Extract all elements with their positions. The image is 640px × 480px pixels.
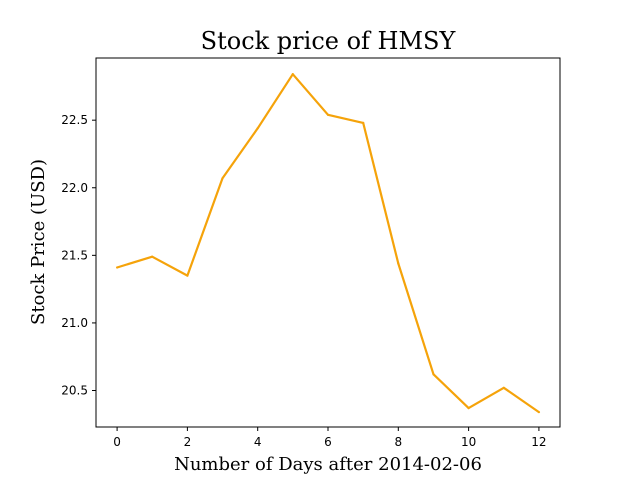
y-tick-label: 21.0 (61, 316, 88, 330)
series-line (116, 73, 540, 414)
data-point (502, 386, 505, 389)
x-tick-label: 8 (394, 435, 402, 449)
x-tick-label: 12 (531, 435, 546, 449)
y-axis-label: Stock Price (USD) (28, 159, 49, 325)
y-tick-label: 22.0 (61, 181, 88, 195)
x-tick-label: 0 (113, 435, 121, 449)
x-axis-label: Number of Days after 2014-02-06 (174, 454, 482, 475)
data-point (537, 411, 541, 414)
y-tick-label: 21.5 (61, 248, 88, 262)
x-tick-label: 4 (254, 435, 262, 449)
data-point (116, 266, 119, 269)
data-point (397, 262, 400, 265)
data-point (432, 373, 435, 376)
data-point (221, 177, 224, 180)
series-layer (116, 73, 541, 414)
x-axis: 0 2 4 6 8 10 12 (113, 427, 547, 449)
y-tick-label: 20.5 (61, 384, 88, 398)
x-tick-label: 6 (324, 435, 332, 449)
data-point (151, 255, 154, 258)
x-tick-label: 2 (184, 435, 192, 449)
y-tick-label: 22.5 (61, 113, 88, 127)
x-tick-label: 10 (461, 435, 476, 449)
data-point (362, 121, 365, 124)
data-point (467, 407, 470, 410)
data-point (186, 274, 189, 277)
chart-title: Stock price of HMSY (201, 27, 457, 55)
y-axis: 20.5 21.0 21.5 22.0 22.5 (61, 113, 96, 398)
data-point (256, 127, 259, 130)
data-point (326, 113, 330, 116)
data-point (291, 73, 294, 76)
